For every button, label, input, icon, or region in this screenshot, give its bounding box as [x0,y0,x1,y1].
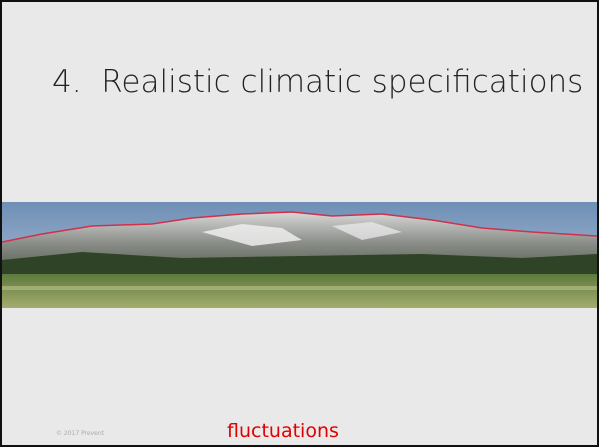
panorama-image [2,202,597,308]
footer-text: © 2017 Prevent [56,430,105,437]
caption-text: fluctuations [227,420,339,442]
slide-title: 4. Realistic climatic specifications [52,64,584,100]
